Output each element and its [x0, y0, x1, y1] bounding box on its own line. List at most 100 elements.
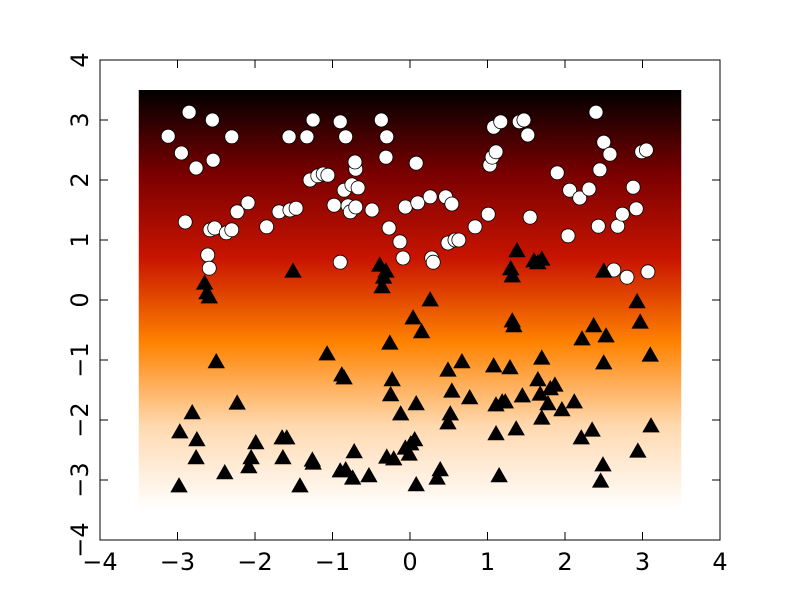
triangle-point	[583, 421, 601, 437]
circle-point	[493, 114, 509, 130]
triangle-point	[187, 448, 205, 465]
circle-point	[350, 180, 366, 196]
circle-point	[590, 218, 606, 234]
y-tick-label: 4	[66, 52, 94, 67]
triangle-point	[460, 388, 479, 405]
triangle-point	[539, 394, 557, 411]
circle-point	[596, 134, 612, 150]
circle-point	[160, 128, 176, 144]
circle-point	[381, 220, 397, 236]
triangle-point	[505, 316, 523, 333]
circle-point	[201, 260, 217, 276]
triangle-point	[595, 262, 613, 278]
triangle-point	[216, 463, 234, 480]
circle-point	[305, 112, 321, 128]
triangle-point	[573, 330, 591, 346]
triangle-point	[284, 262, 302, 278]
triangle-point	[628, 292, 646, 309]
circle-point	[288, 200, 304, 216]
triangle-point	[171, 423, 189, 439]
triangle-point	[508, 241, 526, 258]
triangle-point	[591, 472, 610, 488]
circle-point	[588, 104, 604, 120]
triangle-point	[343, 469, 362, 485]
triangle-point	[428, 469, 446, 485]
triangle-point	[421, 291, 439, 307]
circle-point	[177, 214, 193, 230]
triangle-point	[392, 405, 410, 421]
triangle-point	[385, 450, 403, 466]
y-tick-label: 0	[66, 292, 94, 307]
triangle-point	[642, 417, 660, 433]
circle-point	[338, 129, 354, 145]
triangle-point	[529, 370, 547, 387]
circle-point	[516, 112, 532, 128]
triangle-point	[412, 322, 431, 339]
circle-point	[444, 196, 460, 212]
y-tick-label: −3	[66, 462, 94, 497]
circle-point	[326, 197, 342, 213]
triangle-point	[318, 345, 336, 361]
triangle-point	[407, 394, 425, 411]
circle-point	[480, 206, 496, 222]
circle-point	[259, 219, 275, 235]
y-tick-label: −1	[66, 342, 94, 377]
x-tick-label: 1	[480, 548, 495, 576]
circle-point	[348, 199, 364, 215]
y-tick-label: 1	[66, 232, 94, 247]
circle-point	[562, 182, 578, 198]
x-tick-label: 0	[402, 548, 417, 576]
triangle-point	[533, 349, 551, 365]
circle-point	[320, 167, 336, 183]
circle-point	[379, 129, 395, 145]
triangle-point	[501, 358, 519, 375]
triangle-point	[565, 393, 583, 409]
circle-point	[408, 155, 424, 171]
circle-point	[240, 195, 256, 211]
x-tick-label: −1	[315, 548, 350, 576]
triangle-point	[453, 352, 471, 369]
triangle-point	[553, 400, 571, 417]
circle-point	[364, 202, 380, 218]
triangle-point	[594, 456, 612, 472]
triangle-point	[584, 316, 603, 333]
triangle-point	[405, 430, 424, 447]
circle-point	[200, 247, 216, 263]
triangle-point	[228, 394, 246, 410]
x-tick-label: 4	[712, 548, 727, 576]
circle-point	[392, 234, 408, 250]
triangle-point	[572, 429, 590, 445]
triangle-point	[597, 327, 615, 343]
triangle-point	[360, 466, 378, 483]
triangle-point	[377, 262, 395, 278]
triangle-point	[336, 460, 355, 477]
triangle-point	[200, 288, 218, 304]
y-tick-label: −4	[66, 522, 94, 557]
circle-point	[425, 254, 441, 270]
triangle-point	[407, 475, 425, 492]
circle-point	[522, 209, 538, 225]
circle-point	[549, 165, 565, 181]
circle-point	[422, 189, 438, 205]
circle-point	[451, 232, 467, 248]
triangle-point	[383, 370, 401, 387]
triangle-point	[242, 448, 260, 465]
triangle-point	[345, 442, 363, 459]
circle-point	[378, 149, 394, 165]
x-tick-label: −3	[160, 548, 195, 576]
circle-point	[410, 195, 426, 211]
triangle-point	[441, 405, 459, 421]
triangle-point	[247, 433, 265, 450]
triangle-point	[333, 366, 351, 382]
triangle-point	[170, 477, 188, 493]
circle-point	[181, 104, 197, 120]
triangle-point	[490, 466, 508, 483]
circle-point	[332, 254, 348, 270]
circle-point	[347, 154, 363, 170]
triangle-point	[496, 393, 515, 409]
circle-point	[467, 219, 483, 235]
triangle-point	[546, 376, 564, 392]
circle-point	[332, 114, 348, 130]
circle-point	[560, 228, 576, 244]
